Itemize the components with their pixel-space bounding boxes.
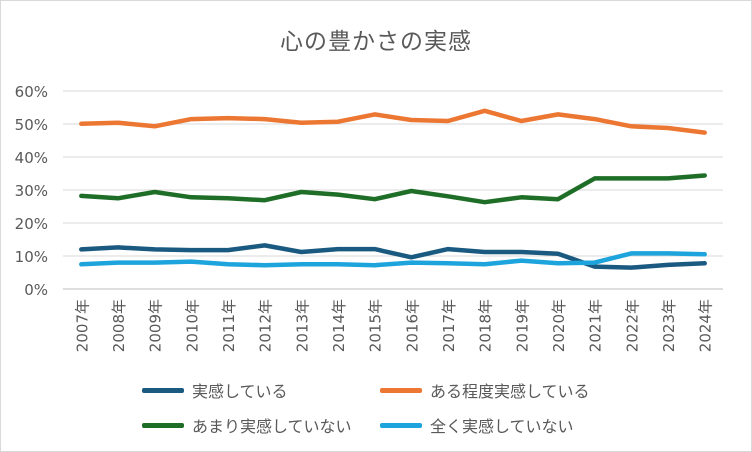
legend-item-aru-teido: ある程度実感している — [380, 378, 590, 402]
x-tick-label: 2020年 — [550, 299, 568, 352]
x-tick-label: 2016年 — [403, 299, 421, 352]
y-tick-label: 0% — [24, 281, 48, 299]
x-tick-label: 2010年 — [183, 299, 201, 352]
x-tick-label: 2007年 — [73, 299, 91, 352]
x-tick-label: 2019年 — [513, 299, 531, 352]
y-tick-label: 60% — [15, 83, 48, 101]
x-tick-label: 2008年 — [110, 299, 128, 352]
series-line-1 — [79, 108, 707, 135]
x-tick-label: 2017年 — [440, 299, 458, 352]
chart-title: 心の豊かさの実感 — [280, 29, 472, 55]
legend-swatch — [380, 387, 422, 393]
x-tick-label: 2018年 — [477, 299, 495, 352]
legend-label: ある程度実感している — [430, 382, 590, 401]
series-line-2 — [79, 173, 707, 205]
y-tick-label: 40% — [15, 149, 48, 167]
x-tick-label: 2021年 — [587, 299, 605, 352]
x-tick-label: 2023年 — [660, 299, 678, 352]
series-line-0 — [79, 243, 707, 270]
legend-item-jikan-shiteiru: 実感している — [142, 378, 288, 402]
legend-label: 実感している — [192, 382, 288, 401]
x-tick-label: 2012年 — [257, 299, 275, 352]
series-line-3 — [79, 251, 707, 268]
legend-swatch — [380, 422, 422, 428]
x-tick-label: 2024年 — [697, 299, 715, 352]
x-tick-label: 2022年 — [623, 299, 641, 352]
legend-item-mattaku: 全く実感していない — [380, 413, 574, 437]
legend-label: あまり実感していない — [192, 417, 352, 436]
x-tick-label: 2009年 — [147, 299, 165, 352]
x-tick-label: 2014年 — [330, 299, 348, 352]
legend-swatch — [142, 387, 184, 393]
legend-label: 全く実感していない — [430, 417, 574, 436]
x-tick-label: 2015年 — [367, 299, 385, 352]
y-tick-label: 20% — [15, 215, 48, 233]
y-tick-label: 50% — [15, 116, 48, 134]
x-tick-label: 2013年 — [293, 299, 311, 352]
legend-swatch — [142, 422, 184, 428]
legend-item-amari: あまり実感していない — [142, 413, 352, 437]
y-tick-label: 30% — [15, 182, 48, 200]
y-tick-label: 10% — [15, 248, 48, 266]
x-tick-label: 2011年 — [220, 299, 238, 352]
